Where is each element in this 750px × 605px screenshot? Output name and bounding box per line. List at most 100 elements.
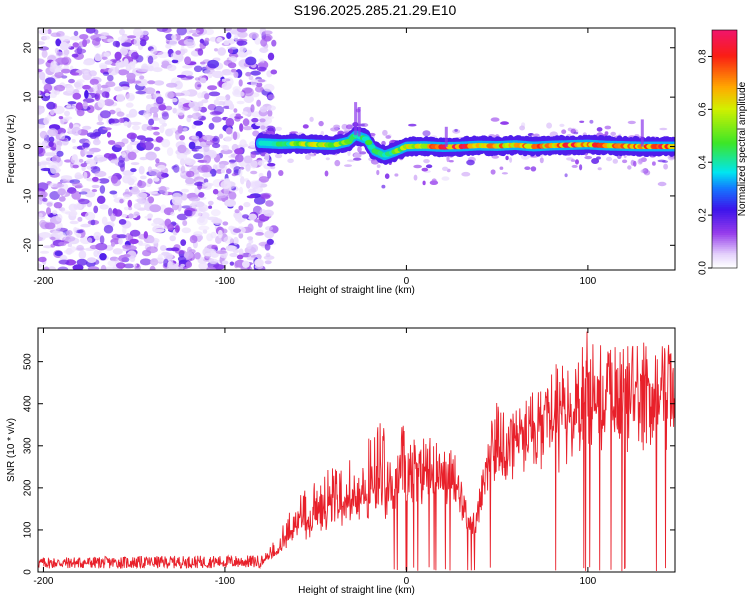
noise-blotch [263,83,275,92]
colorbar-segment [712,61,737,65]
y-axis-label: SNR (10 * v/v) [6,418,17,482]
signal-halo-dot [413,164,422,169]
signal-halo-dot [320,130,325,136]
noise-blotch [145,151,157,161]
noise-blotch [71,190,82,200]
noise-blotch [93,231,102,240]
signal-halo-dot [596,127,603,132]
noise-blotch [101,216,108,225]
noise-blotch [107,260,117,267]
colorbar-segment [712,156,737,160]
signal-halo-dot [330,127,340,132]
colorbar-segment [712,41,737,45]
noise-blotch [46,101,56,110]
signal-halo-dot [610,131,616,136]
noise-blotch [184,209,193,217]
noise-blotch [212,218,223,225]
noise-blotch [236,28,248,33]
noise-blotch [188,101,200,109]
signal-halo-dot [260,125,266,130]
noise-blotch [238,205,244,211]
noise-blotch [245,49,253,55]
noise-blotch [153,217,163,225]
noise-blotch [171,59,179,64]
colorbar-segment [712,220,737,223]
noise-blotch [270,69,278,75]
colorbar-segment [712,117,737,120]
figure-title: S196.2025.285.21.29.E10 [293,2,457,18]
signal-halo-dot [564,173,568,178]
colorbar-segment [712,111,737,114]
noise-blotch [214,48,218,52]
signal-halo-dot [663,163,668,170]
signal-halo-dot [466,159,475,166]
noise-blotch [119,86,130,91]
noise-blotch [234,115,244,120]
noise-blotch [235,113,241,117]
signal-halo-dot [278,170,284,176]
colorbar-segment [712,224,737,227]
noise-blotch [40,191,48,198]
signal-halo-dot [659,127,668,131]
noise-blotch [234,209,240,214]
noise-blotch [248,75,254,81]
colorbar-segment [712,107,737,110]
noise-blotch [202,135,214,141]
noise-blotch [267,94,275,100]
noise-blotch [188,29,200,34]
signal-halo-dot [657,159,666,163]
colorbar-segment [712,194,737,198]
noise-blotch [77,216,83,222]
noise-blotch [41,50,48,58]
noise-blotch [129,238,139,244]
colorbar-segment [712,186,737,190]
signal-halo-dot [429,180,439,185]
noise-blotch [58,259,70,265]
noise-blotch [211,244,218,250]
colorbar-segment [712,246,737,249]
colorbar-segment [712,200,737,204]
colorbar-segment [712,45,737,49]
noise-blotch [215,250,227,254]
noise-blotch [172,92,185,97]
signal-halo-dot [533,133,540,137]
noise-blotch [203,154,211,164]
colorbar-segment [712,95,737,99]
noise-blotch [38,213,43,218]
noise-blotch [169,127,177,133]
colorbar-segment [712,188,737,192]
noise-blotch [38,263,43,269]
signal-halo-dot [334,159,341,167]
signal-halo-dot [376,164,381,169]
y-tick-label: 400 [23,395,34,412]
noise-blotch [49,191,60,200]
y-tick-label: 500 [23,353,34,370]
noise-blotch [161,138,171,148]
noise-blotch [139,39,147,47]
signal-halo-dot [421,167,429,172]
noise-blotch [233,108,238,113]
noise-blotch [74,174,84,179]
noise-blotch [245,163,251,172]
noise-blotch [126,144,133,152]
colorbar-segment [712,35,737,39]
colorbar-segment [712,154,737,158]
noise-blotch [136,192,148,199]
signal-halo-dot [324,170,329,177]
noise-blotch [245,71,252,77]
noise-blotch [79,34,89,40]
noise-blotch [140,30,149,36]
noise-blotch [158,104,167,111]
noise-blotch [208,122,215,130]
colorbar-segment [712,73,737,77]
x-tick-label: 0 [404,276,410,287]
noise-blotch [58,116,64,120]
colorbar-segment [712,137,737,140]
noise-blotch [176,74,187,78]
noise-blotch [81,188,91,193]
colorbar-segment [712,109,737,112]
signal-halo-dot [381,184,386,189]
noise-blotch [223,28,232,32]
noise-blotch [98,178,110,184]
